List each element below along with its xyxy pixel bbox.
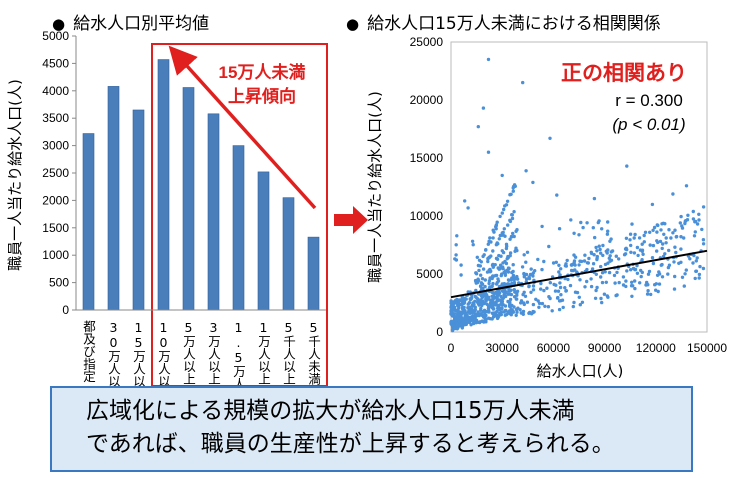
bar-y-tick-label: 3500	[42, 111, 69, 125]
bar-y-tick-label: 500	[49, 276, 69, 290]
conclusion-line2: であれば、職員の生産性が上昇すると考えられる。	[86, 431, 615, 457]
bullet-icon: ●	[346, 15, 360, 33]
bar-category-label: 都及び指定	[81, 320, 96, 383]
bar-y-tick-label: 1000	[42, 248, 69, 262]
bar-category-label: 5千人未満	[306, 320, 321, 386]
bar	[132, 109, 145, 311]
bar-category-label: 10万人以上	[156, 320, 171, 400]
left-chart-heading: ● 給水人口別平均値	[52, 9, 209, 34]
bar-category-label: 15万人以上	[131, 320, 146, 400]
bar	[232, 145, 245, 311]
bar	[157, 59, 170, 311]
bar	[107, 86, 120, 311]
bar-category-label: 30万人以上	[106, 320, 121, 400]
right-heading-text: 給水人口15万人未満における相関関係	[367, 14, 661, 34]
bar-y-tick-label: 0	[62, 303, 69, 317]
trend-arrow	[168, 45, 317, 210]
conclusion-line1: 広域化による規模の拡大が給水人口15万人未満	[86, 398, 575, 424]
bar-category-label: 3万人以上	[206, 320, 221, 385]
bar-y-tick-label: 2500	[42, 166, 69, 180]
bar-y-tick-label: 3000	[42, 139, 69, 153]
bar	[82, 133, 95, 311]
bar	[182, 87, 195, 311]
bar-y-tick-label: 1500	[42, 221, 69, 235]
bar-y-tick-label: 5000	[42, 29, 69, 43]
bar	[257, 171, 270, 311]
bullet-icon: ●	[52, 15, 66, 33]
bar-category-label: 5万人以上	[181, 320, 196, 385]
bar-y-tick-label: 2000	[42, 193, 69, 207]
trend-label-line1: 15万人未満	[219, 62, 306, 82]
conclusion-box: 広域化による規模の拡大が給水人口15万人未満 であれば、職員の生産性が上昇すると…	[50, 386, 693, 472]
bar	[307, 236, 320, 311]
trend-label-line2: 上昇傾向	[228, 86, 296, 106]
bar-y-axis-label: 職員一人当たり給水人口(人)	[6, 79, 24, 271]
bar	[207, 113, 220, 311]
bar	[282, 197, 295, 311]
bar-category-label: 1万人以上	[256, 320, 271, 385]
bar-category-label: 5千人以上	[281, 320, 296, 385]
right-chart-heading: ● 給水人口15万人未満における相関関係	[346, 9, 661, 34]
bar-y-tick-label: 4000	[42, 84, 69, 98]
bar-y-tick-label: 4500	[42, 56, 69, 70]
left-heading-text: 給水人口別平均値	[73, 14, 210, 34]
